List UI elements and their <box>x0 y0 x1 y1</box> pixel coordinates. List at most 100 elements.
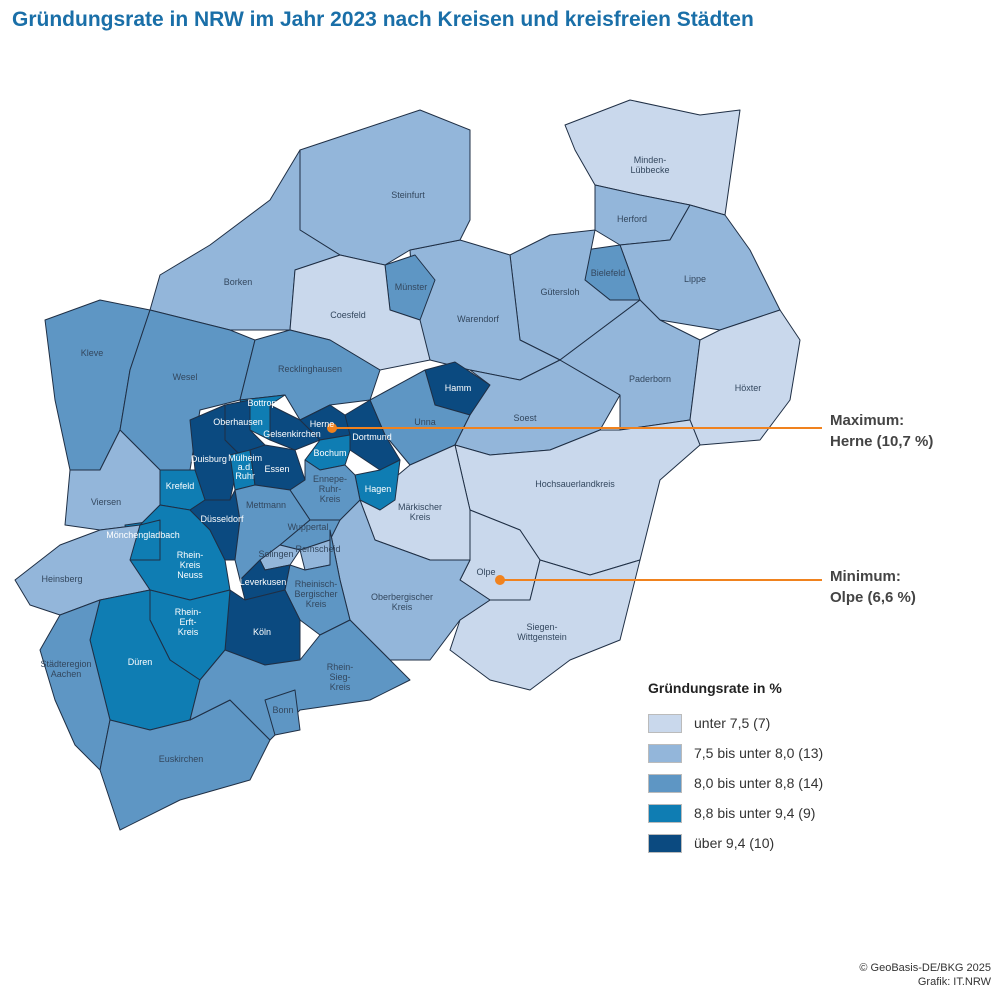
region-rheinisch-bergischer-kreis <box>284 529 351 636</box>
region-label-line: Herford <box>617 214 647 224</box>
region-label-line: Recklinghausen <box>278 364 342 374</box>
region-label-line: Höxter <box>735 383 762 393</box>
region-label: Recklinghausen <box>278 364 342 374</box>
region-label-line: Siegen- <box>526 622 557 632</box>
region-label-line: Lippe <box>684 274 706 284</box>
legend-swatch <box>648 803 682 823</box>
region-label-line: Bochum <box>313 448 346 458</box>
region-label-line: Düren <box>128 657 153 667</box>
region-label-line: Bottrop <box>247 398 276 408</box>
region-label-line: Neuss <box>177 570 203 580</box>
region-label: Bonn <box>272 705 293 715</box>
region-label: Borken <box>224 277 253 287</box>
legend-swatch <box>648 833 682 853</box>
region-label-line: Leverkusen <box>240 577 287 587</box>
region-label: Paderborn <box>629 374 671 384</box>
region-label-line: Kreis <box>178 627 199 637</box>
legend-label: 8,8 bis unter 9,4 (9) <box>694 805 816 821</box>
region-euskirchen <box>99 699 271 831</box>
region-label-line: Bergischer <box>294 589 337 599</box>
region-label-line: Wittgenstein <box>517 632 567 642</box>
minimum-value: Olpe (6,6 %) <box>830 589 916 606</box>
region-label: Olpe <box>476 567 495 577</box>
region-label: Viersen <box>91 497 121 507</box>
region-steinfurt <box>299 109 471 266</box>
legend: Gründungsrate in % unter 7,5 (7) 7,5 bis… <box>648 680 823 858</box>
region-label: Minden-Lübbecke <box>630 155 669 175</box>
region-label-line: Münster <box>395 282 428 292</box>
region-label: Unna <box>414 417 436 427</box>
region-label-line: Coesfeld <box>330 310 366 320</box>
region-label: Warendorf <box>457 314 499 324</box>
region-label-line: Mönchengladbach <box>106 530 180 540</box>
region-label: Solingen <box>258 549 293 559</box>
region-label: Wuppertal <box>288 522 329 532</box>
region-label: Märkischer Kreis <box>398 502 442 522</box>
region-label: Kleve <box>81 348 104 358</box>
region-label-line: Heinsberg <box>41 574 82 584</box>
region-label-line: Ennepe- <box>313 474 347 484</box>
legend-label: 8,0 bis unter 8,8 (14) <box>694 775 824 791</box>
region-label-line: Rhein- <box>177 550 204 560</box>
region-label: Leverkusen <box>240 577 287 587</box>
region-label: Essen <box>264 464 289 474</box>
copyright: © GeoBasis-DE/BKG 2025 <box>859 962 991 974</box>
maximum-annotation: Maximum: Herne (10,7 %) <box>830 410 933 452</box>
marker-dot <box>495 575 505 585</box>
credits: © GeoBasis-DE/BKG 2025 Grafik: IT.NRW <box>859 961 991 989</box>
region-label: Bochum <box>313 448 346 458</box>
region-label-line: Unna <box>414 417 436 427</box>
region-label: Krefeld <box>166 481 195 491</box>
region-bonn <box>264 689 301 736</box>
region-label: Wesel <box>173 372 198 382</box>
region-label: Rheinisch-Bergischer Kreis <box>294 579 337 609</box>
region-label: Duisburg <box>191 454 227 464</box>
region-label-line: Sieg- <box>329 672 350 682</box>
maximum-label: Maximum: <box>830 412 905 429</box>
region-label-line: Dortmund <box>352 432 392 442</box>
region-label-line: Duisburg <box>191 454 227 464</box>
region-label-line: Kreis <box>180 560 201 570</box>
region-label: Remscheid <box>295 544 340 554</box>
region-label: Städteregion Aachen <box>40 659 91 679</box>
region-hoxter <box>689 309 801 446</box>
region-label: Köln <box>253 627 271 637</box>
region-label-line: Paderborn <box>629 374 671 384</box>
region-label-line: Lübbecke <box>630 165 669 175</box>
legend-label: über 9,4 (10) <box>694 835 775 851</box>
region-label-line: Oberhausen <box>213 417 263 427</box>
region-label-line: Essen <box>264 464 289 474</box>
region-label-line: Hagen <box>365 484 392 494</box>
legend-label: unter 7,5 (7) <box>694 715 771 731</box>
region-label-line: Köln <box>253 627 271 637</box>
region-label-line: Soest <box>513 413 537 423</box>
region-label-line: Minden- <box>634 155 667 165</box>
graphic-credit: Grafik: IT.NRW <box>917 976 991 988</box>
region-label: Rhein-Erft-Kreis <box>175 607 202 637</box>
region-label-line: Bonn <box>272 705 293 715</box>
region-label-line: Euskirchen <box>159 754 204 764</box>
region-label-line: Kleve <box>81 348 104 358</box>
region-label: Gütersloh <box>540 287 579 297</box>
region-label: Rhein-Sieg-Kreis <box>327 662 354 692</box>
legend-item: 8,0 bis unter 8,8 (14) <box>648 768 823 798</box>
region-label: Düren <box>128 657 153 667</box>
region-label: Hochsauerlandkreis <box>535 479 615 489</box>
legend-label: 7,5 bis unter 8,0 (13) <box>694 745 824 761</box>
region-label: Euskirchen <box>159 754 204 764</box>
minimum-annotation: Minimum: Olpe (6,6 %) <box>830 566 916 608</box>
region-siegen-wittgenstein <box>449 559 641 691</box>
region-label-line: Wesel <box>173 372 198 382</box>
region-label: Gelsenkirchen <box>263 429 321 439</box>
region-label-line: Kreis <box>330 682 351 692</box>
region-label: Mettmann <box>246 500 286 510</box>
region-label-line: Bielefeld <box>591 268 626 278</box>
region-label: Oberhausen <box>213 417 263 427</box>
legend-swatch <box>648 743 682 763</box>
legend-item: 7,5 bis unter 8,0 (13) <box>648 738 823 768</box>
region-label-line: Ruhr <box>235 471 255 481</box>
region-label-line: Kreis <box>410 512 431 522</box>
region-label: Herne <box>310 419 335 429</box>
region-label-line: Herne <box>310 419 335 429</box>
